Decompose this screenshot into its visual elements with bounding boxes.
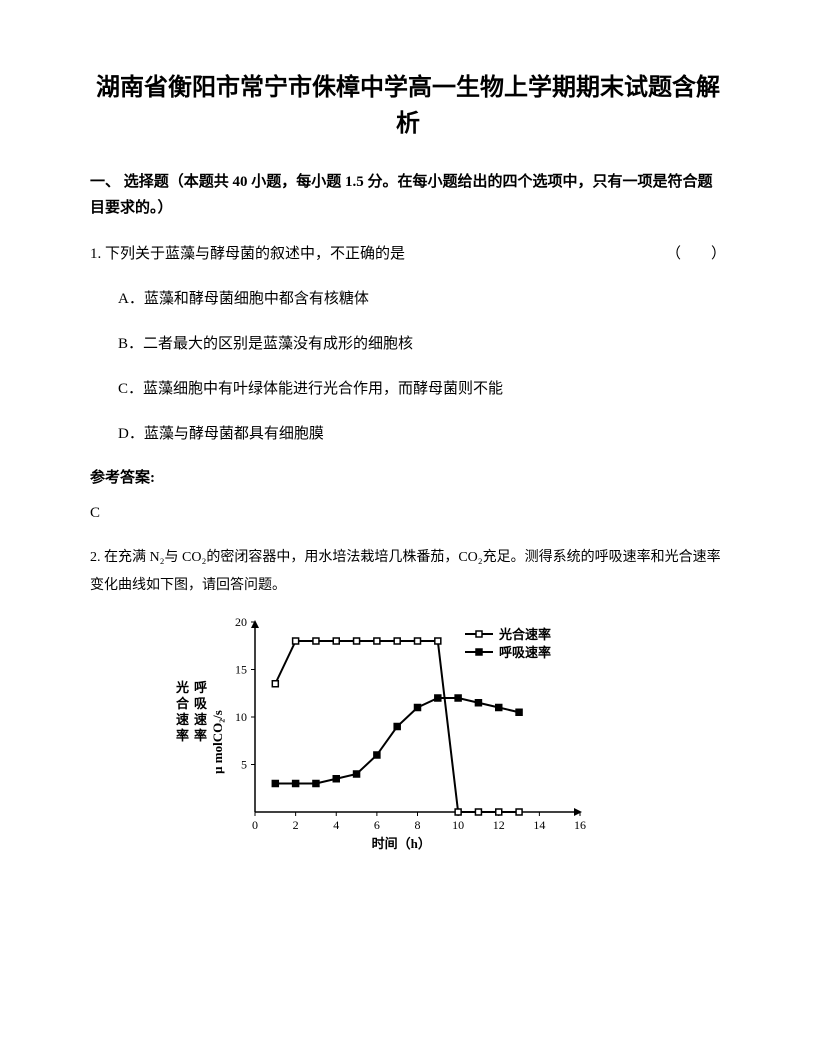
svg-text:吸: 吸 (194, 696, 208, 711)
answer-label: 参考答案: (90, 466, 726, 487)
q1-paren: （ ） (666, 241, 726, 268)
q1-option-a: A．蓝藻和酵母菌细胞中都含有核糖体 (118, 286, 726, 313)
q1-option-d: D．蓝藻与酵母菌都具有细胞膜 (118, 421, 726, 448)
svg-text:8: 8 (415, 818, 421, 832)
answer-value: C (90, 505, 726, 522)
svg-text:速: 速 (194, 712, 207, 727)
svg-text:12: 12 (493, 818, 505, 832)
svg-text:率: 率 (194, 728, 207, 743)
svg-text:2: 2 (293, 818, 299, 832)
svg-text:速: 速 (176, 712, 189, 727)
svg-text:呼吸速率: 呼吸速率 (499, 645, 551, 660)
svg-text:0: 0 (252, 818, 258, 832)
svg-text:14: 14 (533, 818, 545, 832)
question-1: 1. 下列关于蓝藻与酵母菌的叙述中，不正确的是 （ ） A．蓝藻和酵母菌细胞中都… (90, 241, 726, 448)
svg-text:时间（h）: 时间（h） (372, 836, 431, 851)
svg-text:10: 10 (235, 710, 247, 724)
svg-text:6: 6 (374, 818, 380, 832)
svg-text:16: 16 (574, 818, 586, 832)
q1-stem-row: 1. 下列关于蓝藻与酵母菌的叙述中，不正确的是 （ ） (90, 241, 726, 268)
svg-text:光: 光 (175, 680, 189, 695)
chart-container: 51015200246810121416时间（h）光合速率呼吸速率μ molCO… (160, 612, 726, 857)
svg-text:率: 率 (176, 728, 189, 743)
q1-stem: 1. 下列关于蓝藻与酵母菌的叙述中，不正确的是 (90, 241, 405, 268)
svg-text:4: 4 (333, 818, 339, 832)
question-2-text: 2. 在充满 N₂与 CO₂的密闭容器中，用水培法栽培几株番茄，CO₂充足。测得… (90, 544, 726, 600)
svg-text:10: 10 (452, 818, 464, 832)
svg-text:合: 合 (176, 696, 190, 711)
line-chart: 51015200246810121416时间（h）光合速率呼吸速率μ molCO… (160, 612, 590, 852)
q1-option-b: B．二者最大的区别是蓝藻没有成形的细胞核 (118, 331, 726, 358)
q1-option-c: C．蓝藻细胞中有叶绿体能进行光合作用，而酵母菌则不能 (118, 376, 726, 403)
svg-text:5: 5 (241, 758, 247, 772)
exam-title: 湖南省衡阳市常宁市侏樟中学高一生物上学期期末试题含解析 (90, 70, 726, 142)
svg-text:15: 15 (235, 663, 247, 677)
svg-text:μ molCO₂/s: μ molCO₂/s (210, 710, 225, 774)
svg-text:呼: 呼 (194, 680, 207, 695)
svg-text:20: 20 (235, 615, 247, 629)
section-header: 一、 选择题（本题共 40 小题，每小题 1.5 分。在每小题给出的四个选项中，… (90, 170, 726, 221)
svg-text:光合速率: 光合速率 (498, 627, 551, 642)
